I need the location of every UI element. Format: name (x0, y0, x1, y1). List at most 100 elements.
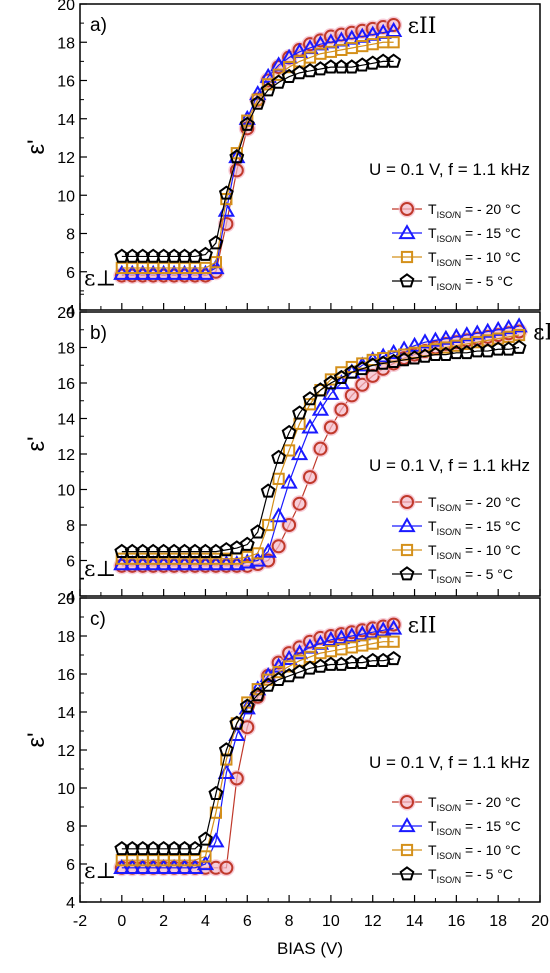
data-point-triangle (270, 507, 288, 523)
data-point-pentagon (260, 82, 276, 97)
epsilon-perp-label: ε⊥ (84, 557, 116, 582)
y-tick-label: 14 (57, 112, 75, 129)
y-tick-label: 20 (57, 591, 75, 608)
panel-label: c) (90, 609, 106, 630)
panel-3: 4 6 8 10 12 14 16 18 20 ε' c) εII ε⊥ U = 0.1 V, f = 1… (23, 578, 541, 912)
series-pentagon (114, 339, 527, 558)
data-point-pentagon (260, 483, 276, 498)
x-tick-label: 14 (406, 913, 424, 930)
data-point-circle (386, 617, 401, 632)
y-tick-label: 10 (57, 483, 75, 500)
y-tick-label: 20 (57, 0, 75, 14)
data-point-circle (219, 860, 234, 875)
data-point-square (387, 635, 400, 648)
legend-item: TISO/N = - 10 °C (392, 249, 521, 268)
legend-item: TISO/N = - 10 °C (392, 842, 521, 861)
y-tick-label: 12 (57, 150, 75, 167)
data-point-triangle (353, 625, 371, 641)
data-point-pentagon (250, 524, 266, 539)
data-point-triangle (447, 327, 465, 344)
data-point-square (209, 806, 223, 819)
series-pentagon (114, 53, 402, 263)
data-point-circle (313, 441, 328, 456)
data-point-pentagon (229, 149, 245, 164)
data-point-triangle (500, 319, 518, 335)
data-point-triangle (301, 418, 319, 434)
x-tick-label: 6 (243, 913, 252, 930)
series-pentagon (114, 650, 402, 856)
legend-marker-square (400, 543, 414, 557)
x-axis-label: BIAS (V) (277, 939, 343, 958)
data-point-pentagon (239, 698, 255, 713)
legend-item: TISO/N = - 20 °C (392, 793, 521, 813)
data-point-square (199, 850, 212, 863)
legend-item: TISO/N = - 5 °C (392, 273, 513, 292)
x-tick-label: 4 (201, 913, 210, 930)
legend-item: TISO/N = - 20 °C (392, 493, 521, 513)
y-tick-label: 6 (66, 857, 75, 874)
y-tick-label: 8 (66, 518, 75, 535)
data-point-triangle (322, 630, 340, 646)
legend-marker-triangle (398, 224, 416, 240)
data-point-triangle (249, 551, 267, 567)
legend-marker-circle (400, 202, 414, 216)
series-square (115, 635, 400, 867)
series-line (121, 60, 394, 258)
legend-label: TISO/N = - 15 °C (428, 225, 521, 244)
data-point-circle (282, 518, 297, 532)
data-point-triangle (364, 623, 382, 639)
legend-item: TISO/N = - 5 °C (392, 866, 513, 885)
data-point-triangle (217, 763, 235, 779)
data-point-triangle (134, 858, 152, 874)
data-point-square (387, 36, 400, 49)
data-point-triangle (468, 324, 486, 340)
data-point-circle (271, 539, 286, 554)
data-point-pentagon (292, 405, 307, 420)
legend-item: TISO/N = - 20 °C (392, 200, 521, 220)
y-tick-label: 12 (57, 447, 75, 464)
data-point-pentagon (187, 840, 203, 856)
x-tick-label: 18 (489, 913, 507, 930)
data-point-pentagon (386, 53, 402, 68)
data-point-triangle (510, 317, 528, 333)
data-point-triangle (259, 67, 277, 83)
data-point-triangle (374, 347, 392, 363)
y-tick-label: 6 (66, 554, 75, 571)
data-point-circle (323, 420, 338, 435)
data-point-circle (292, 496, 307, 511)
legend-label: TISO/N = - 20 °C (428, 494, 521, 513)
data-point-triangle (322, 384, 340, 400)
data-point-triangle (489, 320, 507, 336)
data-point-pentagon (229, 715, 245, 730)
data-point-pentagon (239, 536, 255, 551)
legend-label: TISO/N = - 10 °C (428, 249, 521, 268)
data-point-square (282, 444, 296, 457)
data-point-pentagon (198, 246, 213, 261)
legend-marker-square (400, 843, 414, 857)
epsilon-parallel-label: εII (533, 321, 550, 346)
data-point-square (262, 518, 275, 532)
legend-item: TISO/N = - 10 °C (392, 542, 521, 561)
data-point-triangle (458, 326, 476, 342)
legend-label: TISO/N = - 20 °C (428, 201, 521, 220)
series-circle (113, 616, 403, 877)
x-tick-label: 12 (364, 913, 382, 930)
legend-marker-pentagon (399, 866, 415, 881)
data-point-square (209, 256, 223, 269)
y-tick-label: 14 (57, 412, 75, 429)
legend-marker-pentagon (399, 566, 415, 581)
epsilon-parallel-label: εII (408, 614, 437, 639)
data-point-triangle (385, 21, 403, 37)
y-axis-label: ε' (23, 732, 50, 747)
x-tick-label: 0 (117, 913, 126, 930)
y-tick-label: 18 (57, 629, 75, 646)
data-point-pentagon (208, 235, 224, 250)
y-axis-label: ε' (23, 139, 50, 154)
data-point-pentagon (218, 185, 234, 200)
data-point-triangle (426, 331, 445, 347)
data-point-triangle (196, 855, 215, 871)
panel-label: a) (90, 15, 107, 36)
panel-label: b) (90, 323, 107, 344)
